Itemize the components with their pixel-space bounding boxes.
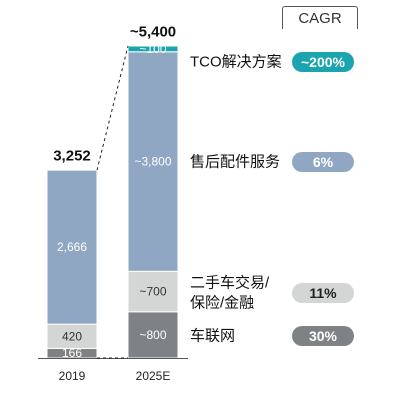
cagr-pill (292, 52, 354, 72)
legend-label: 二手车交易/ (190, 274, 270, 292)
bar-segment (127, 51, 179, 272)
x-tick-label: 2019 (59, 369, 86, 383)
legend-label: 保险/金融 (190, 295, 254, 312)
cagr-pill (292, 152, 354, 172)
x-tick-label: 2025E (136, 369, 171, 383)
data-label: 2,666 (57, 240, 87, 254)
bar-segment (46, 169, 98, 325)
legend-label: 车联网 (190, 328, 235, 345)
cagr-value: 30% (309, 328, 338, 344)
bar-segment (127, 311, 179, 359)
data-label: ~800 (139, 328, 166, 342)
data-label: 166 (62, 346, 82, 360)
legend-label: TCO解决方案 (190, 53, 282, 71)
data-label: 420 (62, 329, 82, 343)
data-label: ~100 (139, 42, 166, 56)
legend-label: 售后配件服务 (190, 154, 280, 171)
cagr-value: 6% (313, 154, 334, 170)
cagr-header: CAGR (282, 6, 358, 29)
cagr-value: 11% (309, 285, 337, 301)
bar-segment (127, 45, 179, 53)
cagr-pill (292, 283, 354, 303)
total-label: 3,252 (53, 148, 91, 165)
cagr-pill (292, 326, 354, 346)
total-label: ~5,400 (130, 24, 176, 41)
cagr-value: ~200% (301, 54, 346, 70)
connector-line-top (96, 45, 129, 171)
data-label: ~700 (139, 285, 166, 299)
data-label: ~3,800 (134, 155, 171, 169)
